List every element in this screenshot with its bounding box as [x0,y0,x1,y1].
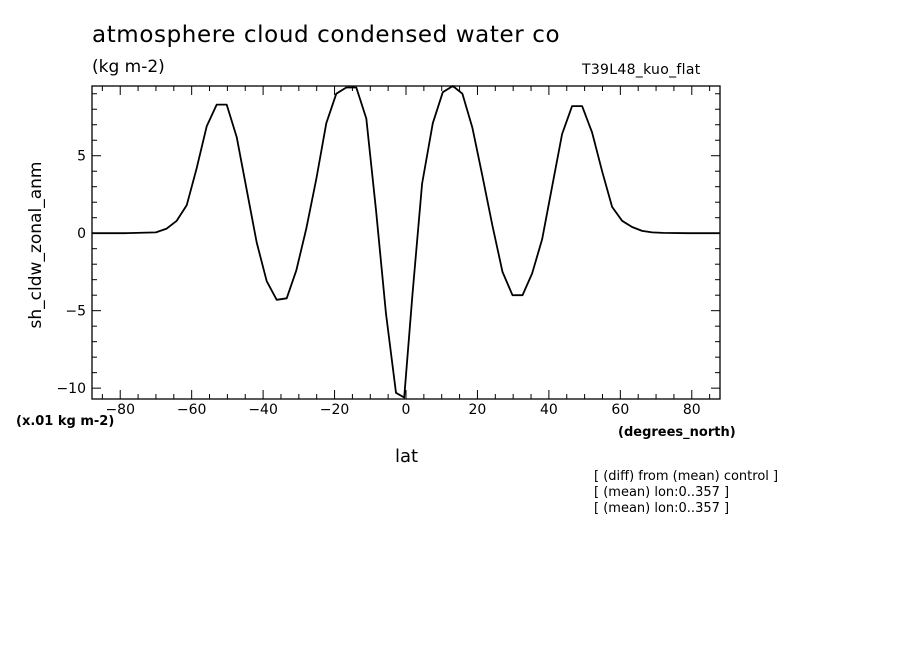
note-line: [ (mean) lon:0..357 ] [594,485,730,500]
y-tick-label: −10 [56,381,86,397]
x-tick-label: −20 [320,402,350,418]
x-tick-label: 60 [611,402,629,418]
note-line: [ (diff) from (mean) control ] [594,469,779,484]
chart-title: atmosphere cloud condensed water co [92,22,561,48]
run-id-label: T39L48_kuo_flat [582,62,701,78]
x-axis-units: (degrees_north) [618,425,736,440]
x-tick-label: −40 [248,402,278,418]
x-tick-label: −60 [177,402,207,418]
y-tick-label: 0 [77,226,86,242]
data-series-line [92,85,720,399]
x-axis-label: lat [395,446,419,467]
y-tick-label: 5 [77,149,86,165]
x-tick-label: 80 [683,402,701,418]
y-axis-label: sh_cldw_zonal_anm [26,161,46,329]
x-tick-label: 0 [402,402,411,418]
chart-units: (kg m-2) [92,57,165,77]
y-tick-label: −5 [65,304,86,320]
x-tick-label: −80 [105,402,135,418]
x-tick-label: 40 [540,402,558,418]
processing-notes: [ (diff) from (mean) control ] [ (mean) … [594,469,778,517]
plot-frame [91,85,721,400]
note-line: [ (mean) lon:0..357 ] [594,501,730,516]
scale-factor-note: (x.01 kg m-2) [16,414,115,429]
x-tick-label: 20 [469,402,487,418]
